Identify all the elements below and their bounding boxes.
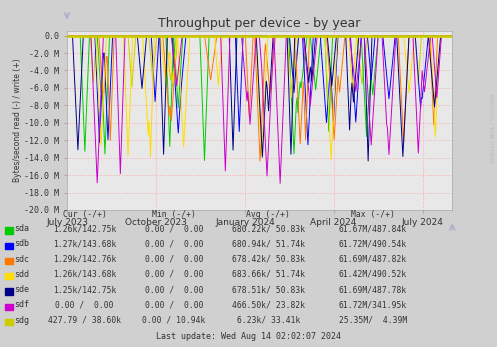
Text: 0.00 / 10.94k: 0.00 / 10.94k <box>142 316 206 325</box>
Text: 25.35M/  4.39M: 25.35M/ 4.39M <box>338 316 407 325</box>
Text: sdc: sdc <box>14 255 29 264</box>
Text: 678.42k/ 50.83k: 678.42k/ 50.83k <box>232 255 305 264</box>
Text: 427.79 / 38.60k: 427.79 / 38.60k <box>48 316 121 325</box>
Text: 683.66k/ 51.74k: 683.66k/ 51.74k <box>232 270 305 279</box>
Text: 0.00 /  0.00: 0.00 / 0.00 <box>145 301 203 310</box>
Text: RRDTOOL / TOBI OETIKER: RRDTOOL / TOBI OETIKER <box>489 94 494 163</box>
Text: Cur (-/+): Cur (-/+) <box>63 210 106 219</box>
Text: 466.50k/ 23.82k: 466.50k/ 23.82k <box>232 301 305 310</box>
Text: Max (-/+): Max (-/+) <box>351 210 395 219</box>
Title: Throughput per device - by year: Throughput per device - by year <box>159 17 361 30</box>
Text: Min (-/+): Min (-/+) <box>152 210 196 219</box>
Text: 61.67M/487.84k: 61.67M/487.84k <box>338 224 407 233</box>
Text: 1.26k/143.68k: 1.26k/143.68k <box>53 270 116 279</box>
Text: 61.42M/490.52k: 61.42M/490.52k <box>338 270 407 279</box>
Text: 61.72M/490.54k: 61.72M/490.54k <box>338 239 407 248</box>
Text: 61.69M/487.82k: 61.69M/487.82k <box>338 255 407 264</box>
Y-axis label: Bytes/second read (-) / write (+): Bytes/second read (-) / write (+) <box>13 59 22 183</box>
Text: 678.51k/ 50.83k: 678.51k/ 50.83k <box>232 285 305 294</box>
Text: 0.00 /  0.00: 0.00 / 0.00 <box>55 301 114 310</box>
Text: 680.94k/ 51.74k: 680.94k/ 51.74k <box>232 239 305 248</box>
Text: 0.00 /  0.00: 0.00 / 0.00 <box>145 239 203 248</box>
Text: 1.25k/142.75k: 1.25k/142.75k <box>53 285 116 294</box>
Text: 0.00 /  0.00: 0.00 / 0.00 <box>145 285 203 294</box>
Text: 0.00 /  0.00: 0.00 / 0.00 <box>145 224 203 233</box>
Text: Avg (-/+): Avg (-/+) <box>247 210 290 219</box>
Text: 1.26k/142.75k: 1.26k/142.75k <box>53 224 116 233</box>
Text: sdf: sdf <box>14 301 29 310</box>
Text: sda: sda <box>14 224 29 233</box>
Text: sde: sde <box>14 285 29 294</box>
Text: 0.00 /  0.00: 0.00 / 0.00 <box>145 255 203 264</box>
Text: 0.00 /  0.00: 0.00 / 0.00 <box>145 270 203 279</box>
Text: Last update: Wed Aug 14 02:02:07 2024: Last update: Wed Aug 14 02:02:07 2024 <box>156 332 341 341</box>
Text: sdb: sdb <box>14 239 29 248</box>
Text: 1.27k/143.68k: 1.27k/143.68k <box>53 239 116 248</box>
Text: 6.23k/ 33.41k: 6.23k/ 33.41k <box>237 316 300 325</box>
Text: 680.22k/ 50.83k: 680.22k/ 50.83k <box>232 224 305 233</box>
Text: sdd: sdd <box>14 270 29 279</box>
Text: 1.29k/142.76k: 1.29k/142.76k <box>53 255 116 264</box>
Text: sdg: sdg <box>14 316 29 325</box>
Text: 61.72M/341.95k: 61.72M/341.95k <box>338 301 407 310</box>
Text: 61.69M/487.78k: 61.69M/487.78k <box>338 285 407 294</box>
